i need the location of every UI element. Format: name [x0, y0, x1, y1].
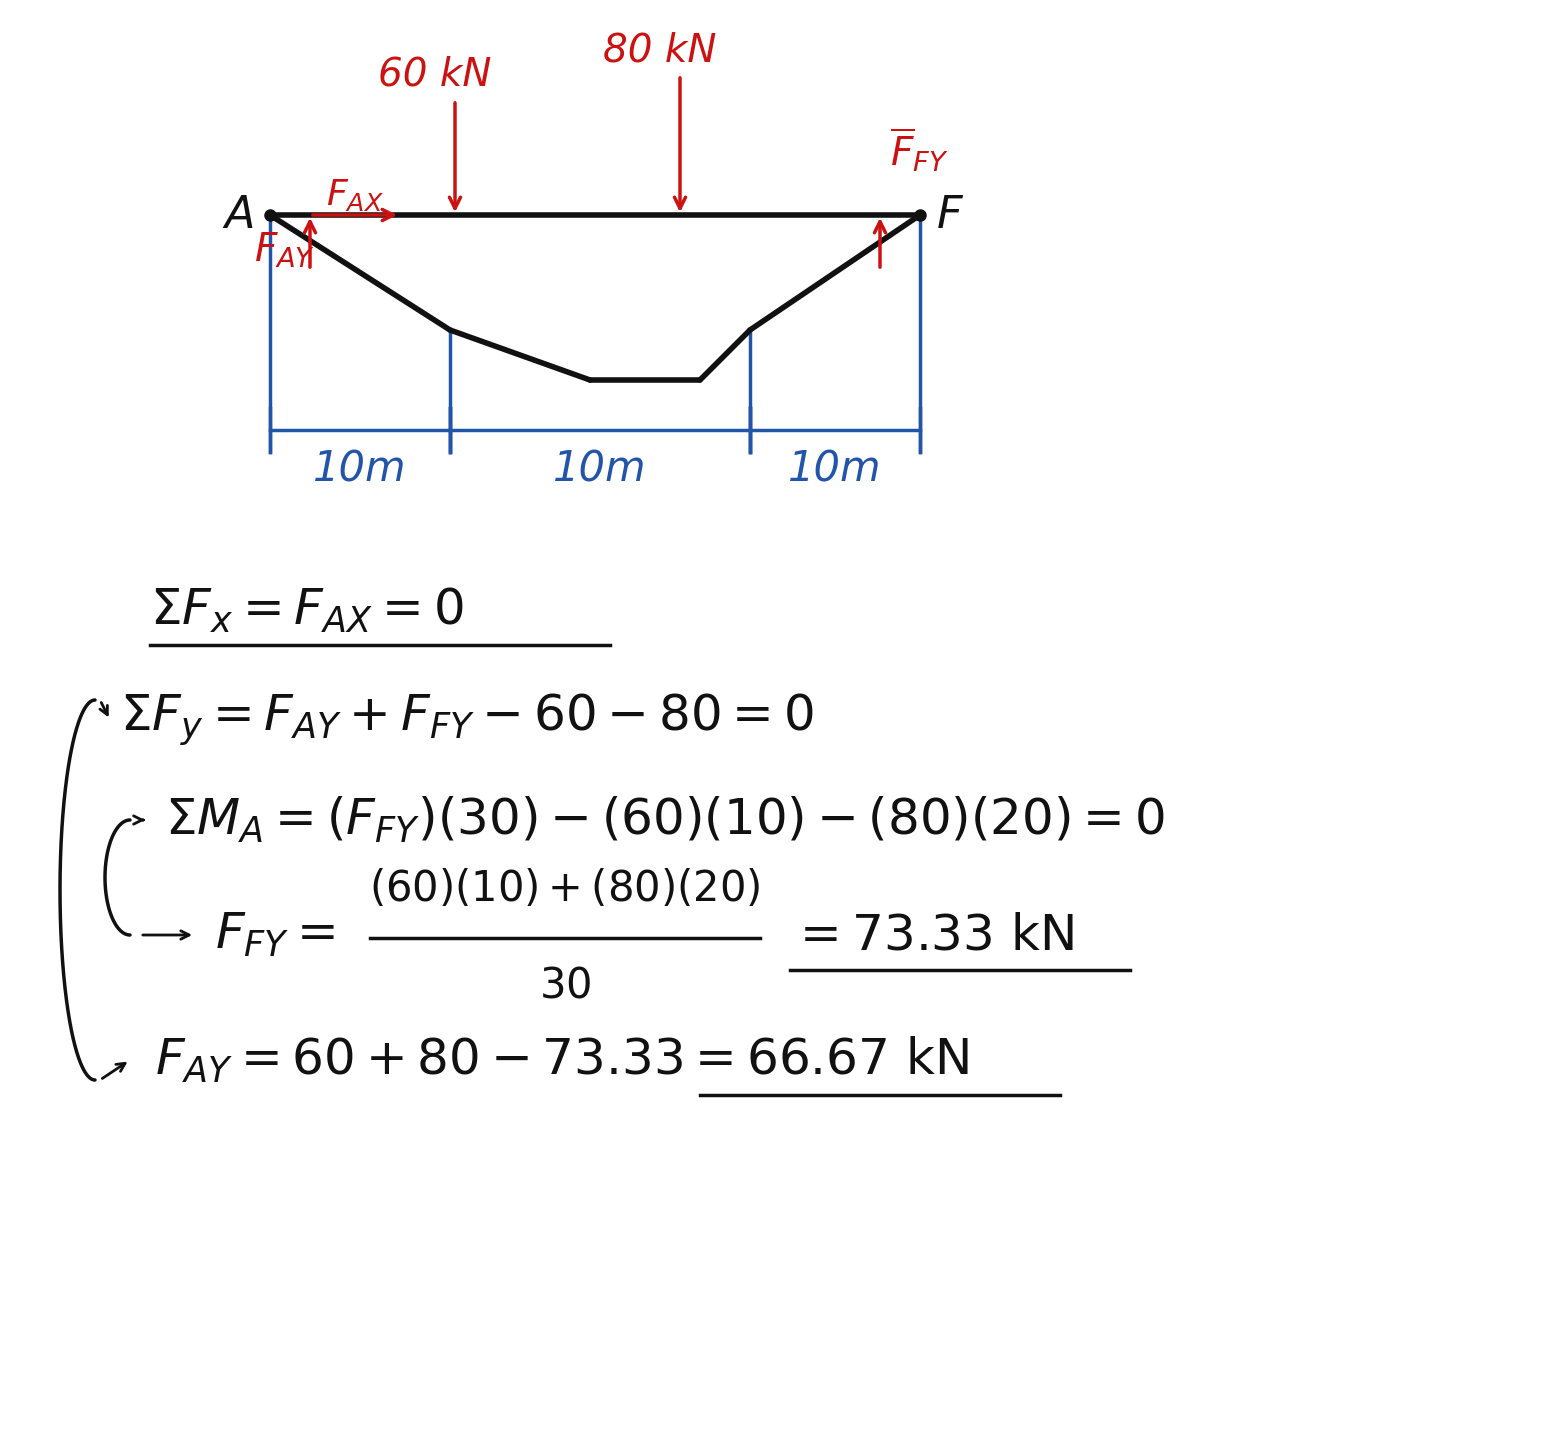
Text: $= 73.33$ kN: $= 73.33$ kN [790, 910, 1074, 958]
Text: 60 kN: 60 kN [378, 57, 491, 94]
Text: $F_{AY} = 60 + 80 - 73.33 = 66.67$ kN: $F_{AY} = 60 + 80 - 73.33 = 66.67$ kN [155, 1035, 968, 1085]
Text: 10m: 10m [554, 449, 647, 491]
Text: 10m: 10m [313, 449, 407, 491]
Text: $30$: $30$ [540, 966, 591, 1008]
Text: $\Sigma M_A = (F_{FY})(30) - (60)(10) - (80)(20) = 0$: $\Sigma M_A = (F_{FY})(30) - (60)(10) - … [164, 794, 1165, 845]
Text: A: A [225, 193, 255, 237]
Text: $F_{AX}$: $F_{AX}$ [325, 177, 383, 213]
Text: $\overline{F}_{FY}$: $\overline{F}_{FY}$ [890, 125, 949, 174]
Text: $(60)(10) + (80)(20)$: $(60)(10) + (80)(20)$ [369, 868, 760, 910]
Text: $\Sigma F_x = F_{AX} = 0$: $\Sigma F_x = F_{AX} = 0$ [150, 585, 463, 635]
Text: 80 kN: 80 kN [604, 30, 716, 70]
Text: $\Sigma F_y = F_{AY} + F_{FY} - 60 - 80 = 0$: $\Sigma F_y = F_{AY} + F_{FY} - 60 - 80 … [120, 693, 813, 748]
Text: $F_{AY}$: $F_{AY}$ [255, 231, 316, 270]
Text: $F_{FY} =$: $F_{FY} =$ [214, 910, 335, 960]
Text: 10m: 10m [788, 449, 882, 491]
Text: F: F [937, 193, 963, 237]
